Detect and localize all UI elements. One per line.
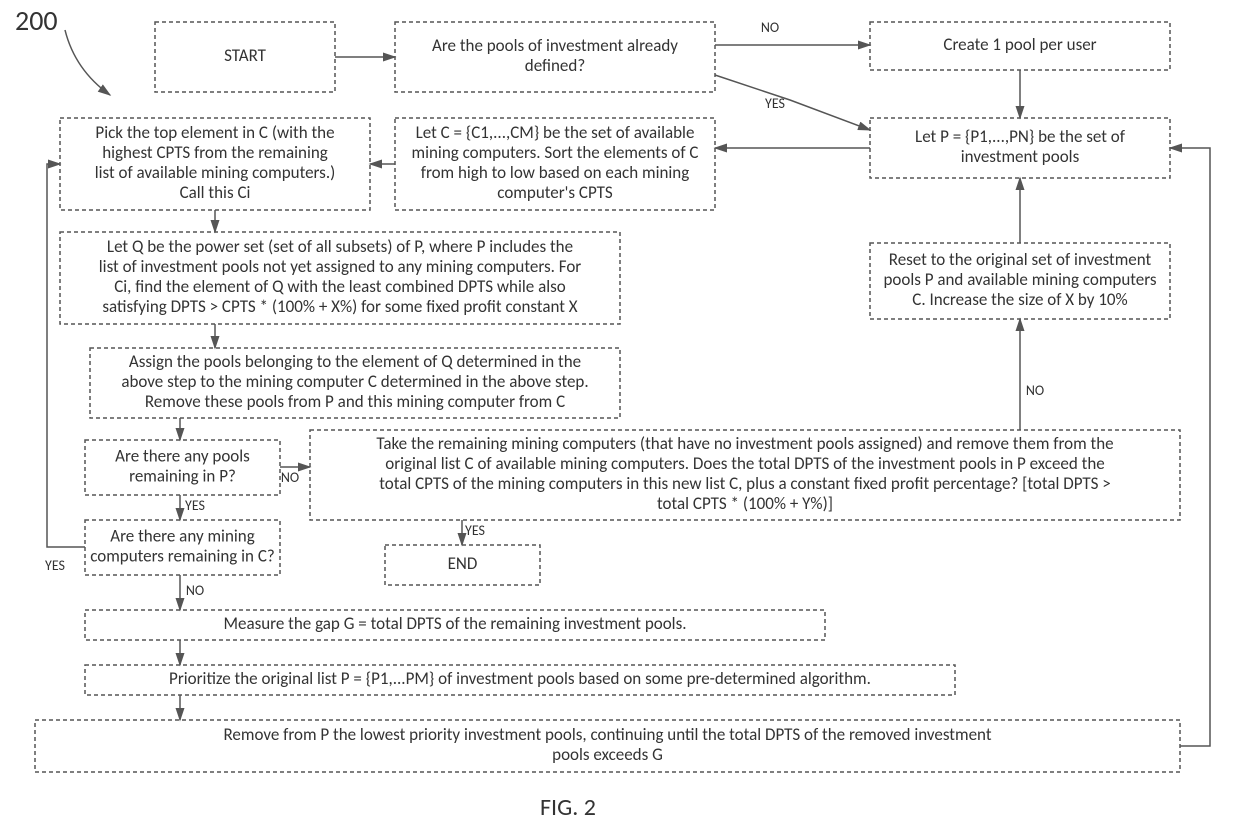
flowchart-edge-label: YES — [45, 557, 65, 574]
flowchart-edge-label: NO — [761, 19, 779, 36]
flowchart-node-text: above step to the mining computer C dete… — [121, 371, 588, 392]
flowchart-node-text: mining computers. Sort the elements of C — [412, 142, 699, 163]
flowchart-node-text: Ci, find the element of Q with the least… — [114, 276, 566, 297]
flowchart-node-text: investment pools — [961, 146, 1080, 167]
flowchart-node-text: computer's CPTS — [497, 182, 613, 203]
flowchart-node-text: satisfying DPTS > CPTS * (100% + X%) for… — [102, 296, 577, 317]
flowchart-node-text: START — [224, 45, 267, 66]
flowchart-node-text: total CPTS of the mining computers in th… — [379, 473, 1110, 494]
flowchart-edge-label: NO — [1026, 382, 1044, 399]
flowchart-edge-label: YES — [465, 522, 485, 539]
flowchart-node-text: total CPTS * (100% + Y%)] — [657, 493, 833, 514]
flowchart-edge-label: NO — [186, 582, 204, 599]
flowchart-node-text: Let Q be the power set (set of all subse… — [107, 236, 573, 257]
flowchart-node-text: pools P and available mining computers — [883, 269, 1156, 290]
flowchart-node-text: Prioritize the original list P = {P1,...… — [169, 668, 871, 689]
figure-caption: FIG. 2 — [540, 793, 596, 822]
flowchart-node-text: Measure the gap G = total DPTS of the re… — [223, 613, 686, 634]
flowchart-edge-label: NO — [281, 469, 299, 486]
flowchart-edge-label: YES — [185, 497, 205, 514]
flowchart-node-text: Create 1 pool per user — [943, 34, 1096, 55]
flowchart-node-text: pools exceeds G — [552, 744, 663, 765]
flowchart-node-text: Are there any mining — [110, 526, 254, 547]
flowchart-node-text: Remove from P the lowest priority invest… — [223, 724, 991, 745]
flowchart-node-text: Take the remaining mining computers (tha… — [376, 433, 1113, 454]
flowchart-node-text: computers remaining in C? — [90, 546, 275, 567]
flowchart-node-text: defined? — [525, 55, 585, 76]
flowchart-node-text: Let C = {C1,...,CM} be the set of availa… — [416, 122, 695, 143]
flowchart-node-text: list of investment pools not yet assigne… — [99, 256, 582, 277]
flowchart-edge — [47, 164, 85, 547]
flowchart-node-text: Assign the pools belonging to the elemen… — [129, 351, 581, 372]
flowchart-node-text: Remove these pools from P and this minin… — [145, 391, 565, 412]
flowchart-node-text: highest CPTS from the remaining — [102, 142, 328, 163]
flowchart-node-text: Reset to the original set of investment — [889, 249, 1152, 270]
flowchart-node-text: Let P = {P1,...,PN} be the set of — [915, 126, 1126, 147]
flowchart-edge — [715, 75, 870, 130]
flowchart-node-text: remaining in P? — [129, 466, 236, 487]
figure-ref-number: 200 — [15, 3, 58, 38]
flowchart-node-text: Pick the top element in C (with the — [95, 122, 334, 143]
flowchart-node-text: original list C of available mining comp… — [385, 453, 1105, 474]
flowchart-node-text: Are there any pools — [115, 446, 250, 467]
flowchart-node-text: Are the pools of investment already — [432, 35, 678, 56]
flowchart-node-text: Call this Ci — [180, 182, 251, 203]
ref-arrow — [65, 30, 110, 95]
flowchart-node-text: from high to low based on each mining — [421, 162, 689, 183]
flowchart-edge-label: YES — [765, 95, 785, 112]
flowchart-node-text: END — [448, 553, 478, 574]
flowchart-node-text: C. Increase the size of X by 10% — [912, 289, 1127, 310]
flowchart-node-text: list of available mining computers.) — [95, 162, 336, 183]
